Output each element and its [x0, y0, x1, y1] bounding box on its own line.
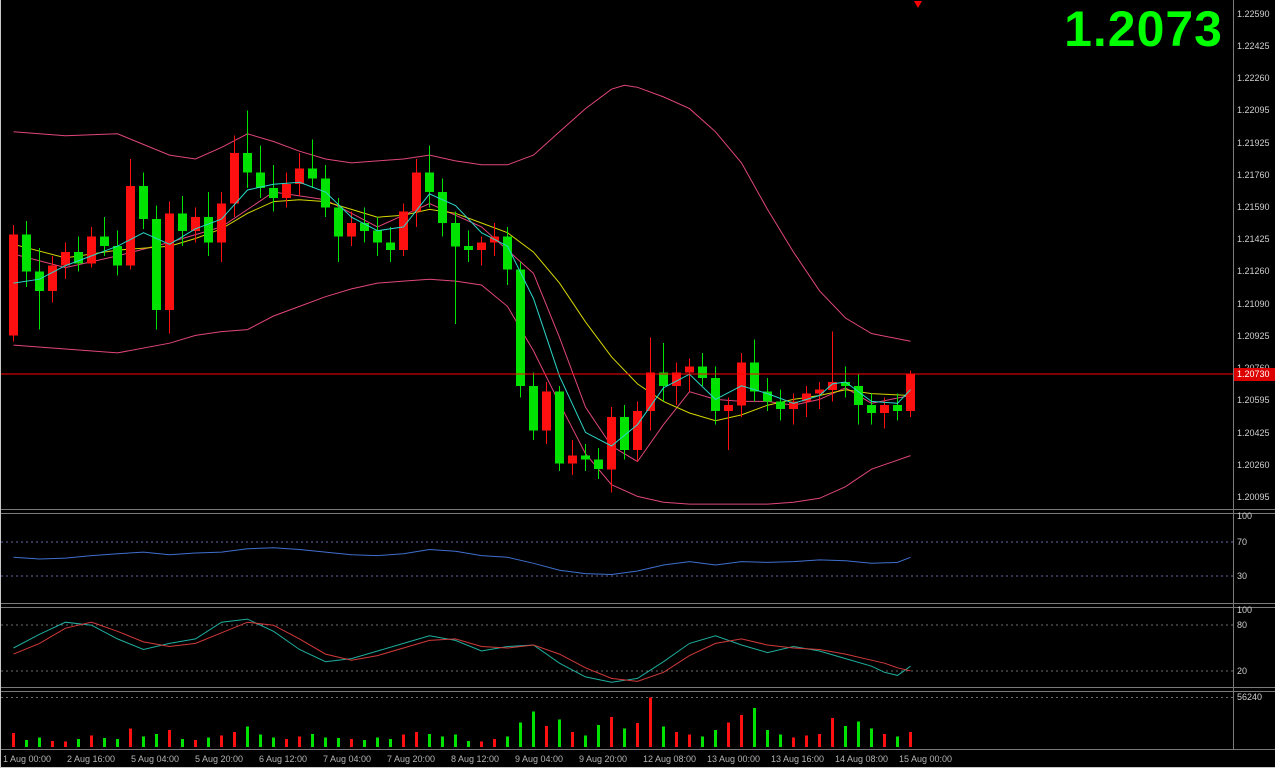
- price-axis-label: 1.20425: [1237, 428, 1270, 439]
- price-axis-label: 1.22260: [1237, 72, 1270, 83]
- price-axis-label: 1.21590: [1237, 202, 1270, 213]
- time-axis-label: 7 Aug 04:00: [323, 754, 372, 764]
- volume-panel: [1, 696, 1233, 748]
- price-axis-label: 1.20595: [1237, 395, 1270, 406]
- bollinger-bands: [13, 84, 911, 505]
- price-axis-label: 1.21925: [1237, 137, 1270, 148]
- panel-separators: [1, 0, 1275, 750]
- price-axis-label: 1.21760: [1237, 169, 1270, 180]
- price-axis-label: 1.21425: [1237, 234, 1270, 245]
- time-axis[interactable]: 1 Aug 00:00 2 Aug 16:00 5 Aug 04:00 5 Aug 2…: [1, 752, 1234, 768]
- candles-layer: [9, 110, 915, 493]
- price-axis-label: 1.20925: [1237, 331, 1270, 342]
- time-axis-label: 8 Aug 12:00: [451, 754, 500, 764]
- stoch-axis-label: 100: [1237, 605, 1253, 615]
- time-axis-label: 13 Aug 00:00: [707, 754, 761, 764]
- time-axis-label: 2 Aug 16:00: [67, 754, 116, 764]
- chart-canvas[interactable]: [1, 0, 1275, 751]
- stoch-axis-label: 20: [1237, 665, 1248, 676]
- time-axis-label: 7 Aug 20:00: [387, 754, 436, 764]
- price-axis-label: 1.22425: [1237, 40, 1270, 51]
- rsi-axis-label: 30: [1237, 571, 1248, 582]
- time-axis-label: 12 Aug 08:00: [643, 754, 697, 764]
- time-axis-label: 15 Aug 00:00: [899, 754, 953, 764]
- time-axis-label: 9 Aug 04:00: [515, 754, 564, 764]
- price-axis-label: 1.22590: [1237, 8, 1270, 19]
- current-price-tag: 1.20730: [1234, 368, 1275, 381]
- time-axis-label: 5 Aug 04:00: [131, 754, 180, 764]
- rsi-panel: [1, 541, 1233, 577]
- time-axis-label: 14 Aug 08:00: [835, 754, 889, 764]
- price-axis[interactable]: 1.22590 1.22425 1.22260 1.22095 1.21925 1.217…: [1234, 0, 1275, 750]
- time-axis-label: 1 Aug 00:00: [3, 754, 52, 764]
- volume-axis-label: 56240: [1237, 692, 1263, 703]
- price-axis-label: 1.20095: [1237, 492, 1270, 503]
- price-axis-label: 1.20260: [1237, 460, 1270, 471]
- fast-ma-line: [13, 181, 911, 447]
- chart-shift-marker[interactable]: [914, 1, 922, 8]
- rsi-axis-label: 70: [1237, 536, 1248, 547]
- time-axis-label: 6 Aug 12:00: [259, 754, 308, 764]
- price-axis-label: 1.22095: [1237, 104, 1270, 115]
- big-price-display: 1.2073: [1064, 1, 1223, 57]
- moving-averages: [13, 199, 911, 422]
- price-axis-label: 1.21090: [1237, 299, 1270, 310]
- stoch-axis-label: 80: [1237, 620, 1248, 631]
- time-axis-label: 13 Aug 16:00: [771, 754, 825, 764]
- rsi-axis-label: 100: [1237, 511, 1253, 521]
- stochastic-panel: [1, 618, 1233, 683]
- time-axis-label: 9 Aug 20:00: [579, 754, 628, 764]
- price-axis-label: 1.21260: [1237, 266, 1270, 277]
- time-axis-label: 5 Aug 20:00: [195, 754, 244, 764]
